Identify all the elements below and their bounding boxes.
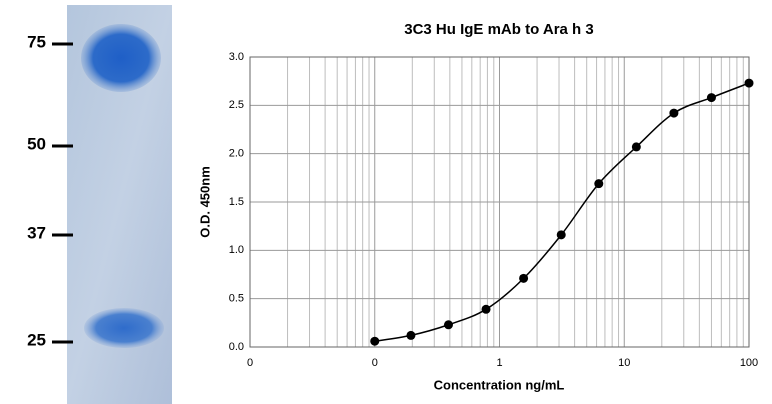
- x-tick-label: 0: [247, 357, 253, 369]
- data-point: [519, 273, 529, 283]
- marker-label: 50: [27, 134, 46, 153]
- x-tick-label: 10: [618, 357, 630, 369]
- data-point: [706, 93, 716, 103]
- data-point: [631, 142, 641, 152]
- x-tick-label: 1: [496, 357, 502, 369]
- fit-curve: [374, 82, 750, 342]
- y-tick-label: 0.0: [229, 341, 244, 353]
- y-tick-label: 3.0: [229, 51, 244, 63]
- y-tick-label: 1.0: [229, 244, 244, 256]
- data-point: [744, 78, 754, 88]
- marker-label: 25: [27, 330, 46, 349]
- data-point: [443, 320, 453, 330]
- marker-label: 75: [27, 32, 46, 51]
- x-axis-label: Concentration ng/mL: [434, 377, 565, 392]
- marker-label: 37: [27, 223, 46, 242]
- x-tick-label: 0: [372, 357, 378, 369]
- data-point: [594, 179, 604, 189]
- plot-frame: [249, 56, 750, 348]
- data-point: [669, 108, 679, 118]
- data-point: [556, 230, 566, 240]
- data-point: [370, 336, 380, 346]
- y-tick-label: 0.5: [229, 293, 244, 305]
- chart-title: 3C3 Hu IgE mAb to Ara h 3: [404, 21, 593, 38]
- y-tick-label: 2.5: [229, 99, 244, 111]
- y-axis-label: O.D. 450nm: [197, 166, 212, 238]
- gel-band: [81, 24, 161, 92]
- data-point: [481, 304, 491, 314]
- y-tick-label: 1.5: [229, 196, 244, 208]
- data-point: [406, 330, 416, 340]
- x-tick-label: 100: [740, 357, 758, 369]
- y-tick-label: 2.0: [229, 148, 244, 160]
- gel-band: [84, 308, 164, 348]
